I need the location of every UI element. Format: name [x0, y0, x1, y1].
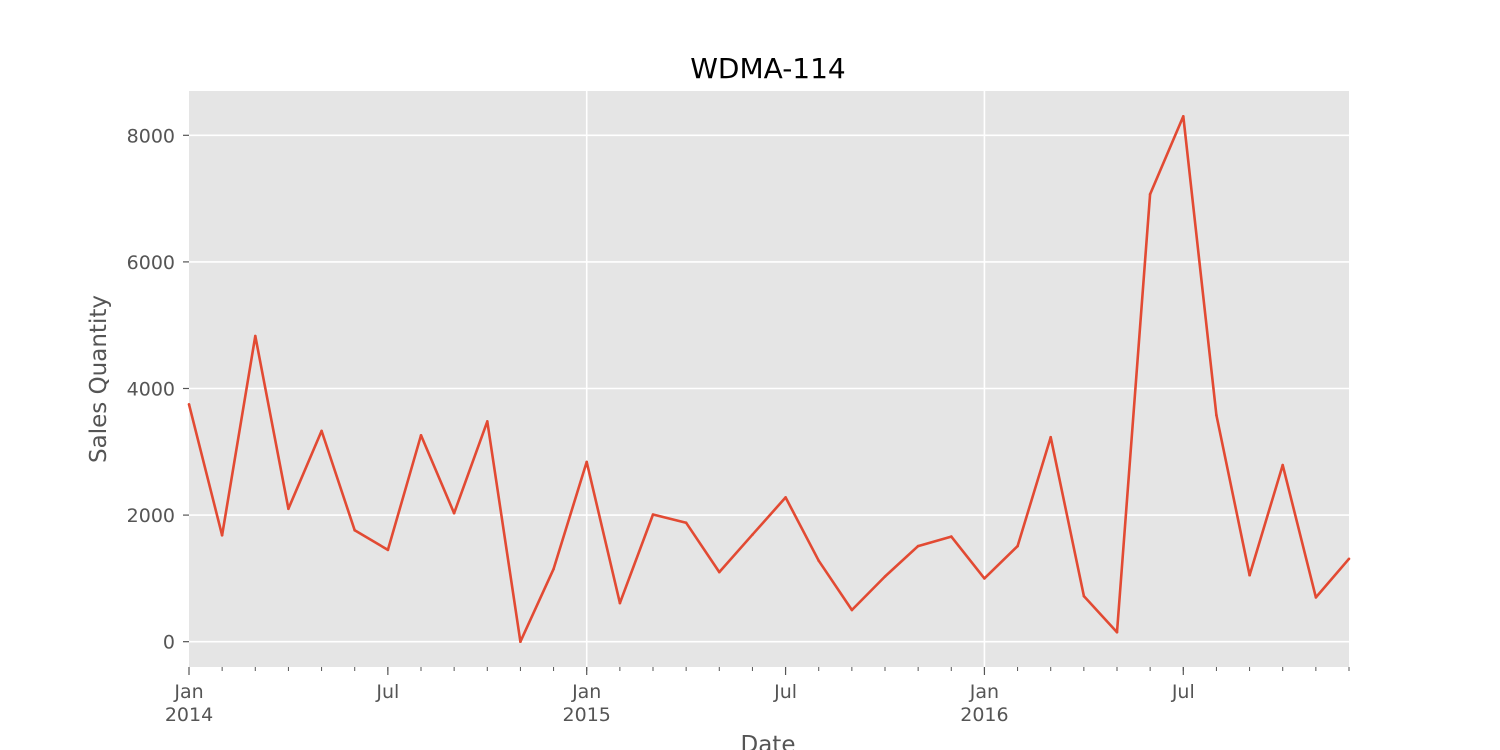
data-point: [254, 334, 257, 338]
data-point: [883, 575, 887, 578]
data-point: [784, 496, 787, 499]
data-point: [486, 420, 489, 423]
data-point: [850, 608, 854, 612]
y-tick-label: 6000: [127, 252, 175, 274]
data-point: [950, 535, 953, 538]
x-tick-label: Jan: [969, 681, 999, 703]
data-point: [552, 567, 555, 571]
data-point: [1215, 413, 1218, 417]
y-tick-label: 2000: [127, 505, 175, 527]
data-point: [1016, 544, 1019, 548]
x-tick-year-label: 2016: [960, 704, 1008, 726]
data-point: [1115, 630, 1119, 634]
plot-area: [189, 91, 1349, 667]
data-point: [916, 544, 920, 548]
data-point: [651, 513, 655, 516]
data-point: [287, 507, 290, 511]
x-tick-year-label: 2015: [563, 704, 611, 726]
data-point: [452, 511, 456, 515]
data-point: [1049, 435, 1052, 439]
data-point: [1248, 573, 1251, 577]
data-point: [1148, 192, 1152, 196]
data-point: [1347, 557, 1351, 561]
data-point: [684, 521, 688, 524]
data-point: [1281, 463, 1284, 467]
x-tick-label: Jul: [773, 681, 797, 703]
data-point: [585, 460, 588, 464]
data-point: [220, 534, 224, 537]
data-point: [353, 529, 357, 532]
series-line: [187, 115, 1350, 644]
y-tick-label: 8000: [127, 125, 175, 147]
y-tick-label: 4000: [127, 378, 175, 400]
grid-lines: [189, 91, 1349, 667]
data-point: [751, 533, 754, 536]
data-point: [320, 429, 323, 433]
data-point: [718, 570, 721, 574]
data-point: [983, 577, 986, 580]
data-point: [386, 548, 390, 552]
y-tick-label: 0: [163, 632, 175, 654]
chart-title: WDMA-114: [690, 52, 846, 85]
data-point: [187, 403, 191, 406]
x-tick-year-label: 2014: [165, 704, 213, 726]
data-point: [1314, 596, 1318, 599]
data-point: [618, 601, 622, 605]
data-point: [1182, 115, 1185, 118]
data-point: [519, 640, 522, 643]
x-axis-label: Date: [741, 732, 796, 750]
x-tick-label: Jan: [173, 681, 203, 703]
x-tick-label: Jan: [571, 681, 601, 703]
y-axis-label: Sales Quantity: [86, 295, 112, 463]
x-tick-label: Jul: [1171, 681, 1195, 703]
data-point: [1082, 594, 1086, 598]
data-point: [817, 559, 820, 562]
x-tick-label: Jul: [375, 681, 399, 703]
data-point: [419, 434, 423, 437]
series-group: [187, 115, 1351, 644]
